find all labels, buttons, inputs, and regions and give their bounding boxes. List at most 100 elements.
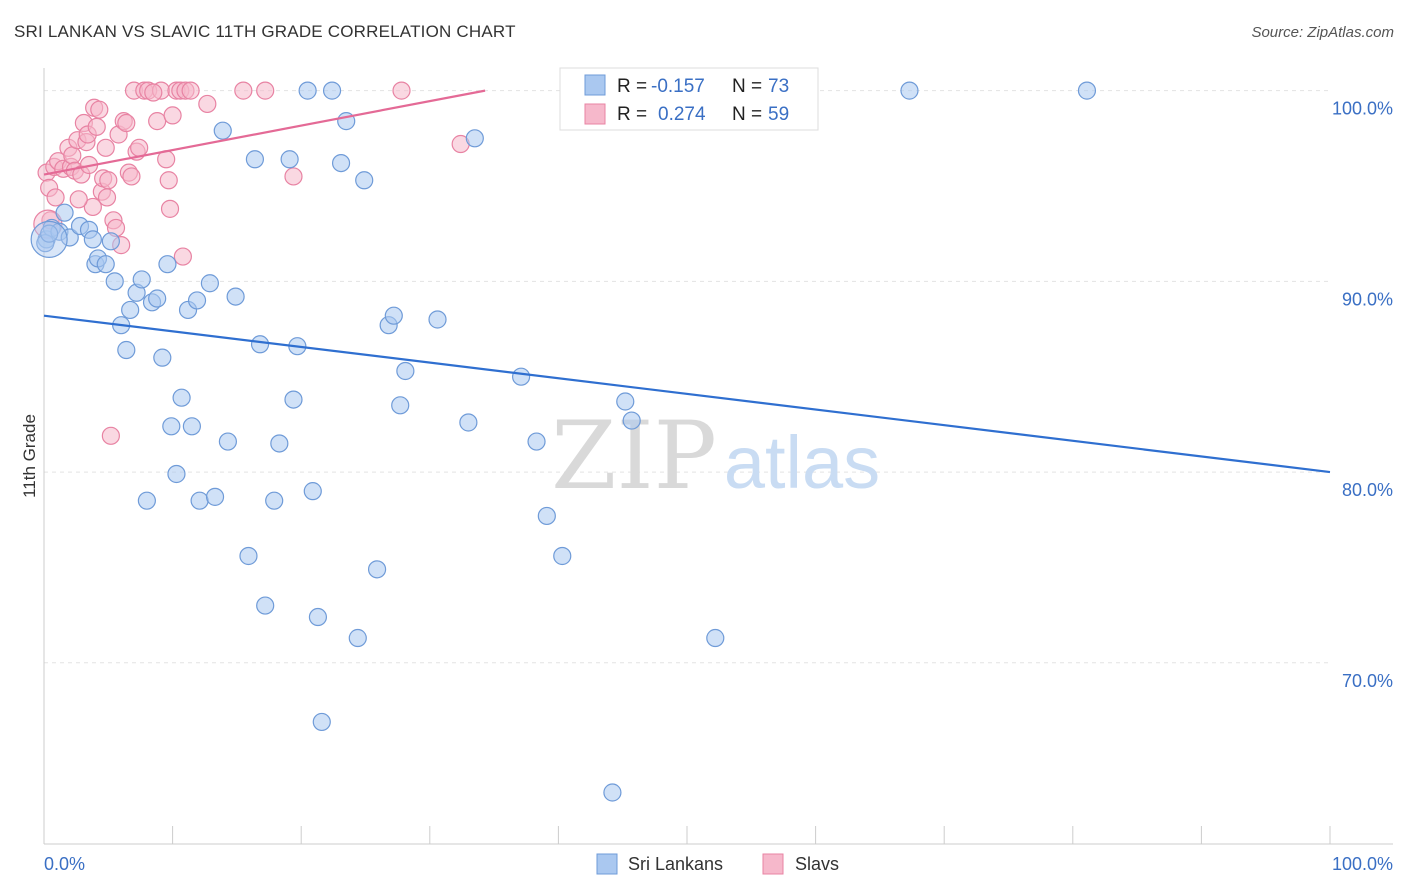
y-axis-label: 11th Grade: [20, 414, 39, 498]
data-point: [392, 81, 411, 100]
bottom-legend-label-slavs: Slavs: [795, 854, 839, 874]
data-point: [527, 432, 546, 451]
data-point: [83, 230, 102, 249]
chart-title: SRI LANKAN VS SLAVIC 11TH GRADE CORRELAT…: [14, 22, 516, 41]
legend-r-value-blue: -0.157: [651, 76, 705, 97]
data-point: [226, 287, 245, 306]
data-point: [40, 224, 59, 243]
data-point: [148, 289, 167, 308]
bottom-legend-swatch-sri-lankans: [596, 853, 618, 875]
data-point: [284, 390, 303, 409]
data-point-cluster: [30, 220, 68, 258]
slavs-trend-line: [43, 89, 486, 176]
data-point: [96, 138, 115, 157]
data-point: [153, 348, 172, 367]
data-point: [158, 255, 177, 274]
data-point: [537, 506, 556, 526]
data-point: [163, 106, 182, 125]
data-point: [55, 203, 74, 222]
data-point: [90, 100, 109, 119]
data-point: [331, 153, 351, 173]
y-tick-label: 100.0%: [1332, 99, 1393, 119]
data-point: [121, 300, 140, 320]
x-tick-label-min: 0.0%: [44, 854, 85, 874]
data-point: [459, 413, 478, 432]
y-tick-label: 70.0%: [1342, 671, 1393, 691]
data-point: [218, 432, 237, 451]
stats-legend: R = -0.157 N = 73 R = 0.274 N = 59: [559, 67, 819, 131]
data-point: [101, 232, 120, 251]
data-point: [60, 228, 79, 247]
data-point: [312, 712, 331, 732]
data-point: [130, 138, 149, 157]
data-point: [284, 167, 303, 186]
data-point: [706, 628, 725, 648]
data-point: [239, 546, 258, 566]
data-point: [355, 171, 374, 190]
data-point: [167, 464, 186, 484]
data-point: [512, 367, 531, 386]
data-point: [117, 113, 136, 133]
data-point: [83, 197, 102, 217]
y-tick-label: 80.0%: [1342, 480, 1393, 500]
data-point: [900, 81, 919, 100]
data-point: [391, 396, 410, 415]
data-point: [200, 274, 219, 293]
data-point: [117, 340, 136, 360]
legend-r-value-pink: 0.274: [658, 104, 706, 125]
data-point: [148, 112, 167, 131]
y-tick-labels: 70.0% 80.0% 90.0% 100.0%: [1332, 99, 1393, 691]
data-point: [553, 546, 572, 566]
data-point: [265, 491, 284, 510]
data-point: [181, 81, 200, 100]
sri-lankans-points: [30, 81, 1097, 802]
data-point: [144, 83, 163, 102]
data-point: [172, 388, 191, 407]
data-point: [187, 291, 207, 310]
data-point: [280, 150, 299, 169]
legend-r-label-blue: R =: [617, 76, 647, 97]
data-point: [256, 81, 275, 100]
data-point: [159, 171, 178, 190]
data-point: [270, 434, 289, 453]
bottom-legend-label-sri-lankans: Sri Lankans: [628, 854, 723, 874]
data-point: [173, 247, 192, 266]
data-point: [245, 150, 265, 169]
grid-lines: [44, 90, 1330, 664]
data-point: [205, 487, 225, 506]
data-point: [428, 310, 447, 329]
data-point: [198, 94, 217, 114]
data-point: [348, 628, 367, 648]
data-point: [162, 417, 181, 436]
data-point: [46, 188, 65, 207]
data-point: [367, 560, 387, 579]
data-point: [303, 482, 322, 501]
legend-n-value-pink: 59: [768, 104, 789, 125]
data-point: [1077, 81, 1097, 100]
x-tick-label-max: 100.0%: [1332, 854, 1393, 874]
data-point: [250, 335, 270, 354]
data-point: [122, 167, 141, 186]
data-point: [160, 199, 180, 218]
data-point: [99, 171, 118, 190]
data-point: [87, 117, 106, 136]
data-point: [603, 783, 622, 802]
data-point: [465, 129, 484, 148]
y-tick-label: 90.0%: [1342, 289, 1393, 309]
x-axis-ticks: [43, 826, 1331, 844]
data-point: [213, 121, 232, 140]
data-point: [396, 361, 415, 381]
data-point: [132, 270, 151, 289]
legend-n-value-blue: 73: [768, 76, 789, 97]
data-point: [96, 255, 115, 274]
data-point: [384, 306, 403, 325]
data-point: [190, 491, 209, 510]
data-point: [69, 190, 88, 209]
data-point: [256, 596, 275, 615]
legend-swatch-blue: [584, 74, 606, 96]
legend-n-label-pink: N =: [732, 104, 762, 125]
source-label: Source: ZipAtlas.com: [1251, 24, 1394, 41]
bottom-legend-swatch-slavs: [762, 853, 784, 875]
data-point: [101, 426, 120, 445]
sri-lankans-trend-line: [43, 314, 1331, 474]
